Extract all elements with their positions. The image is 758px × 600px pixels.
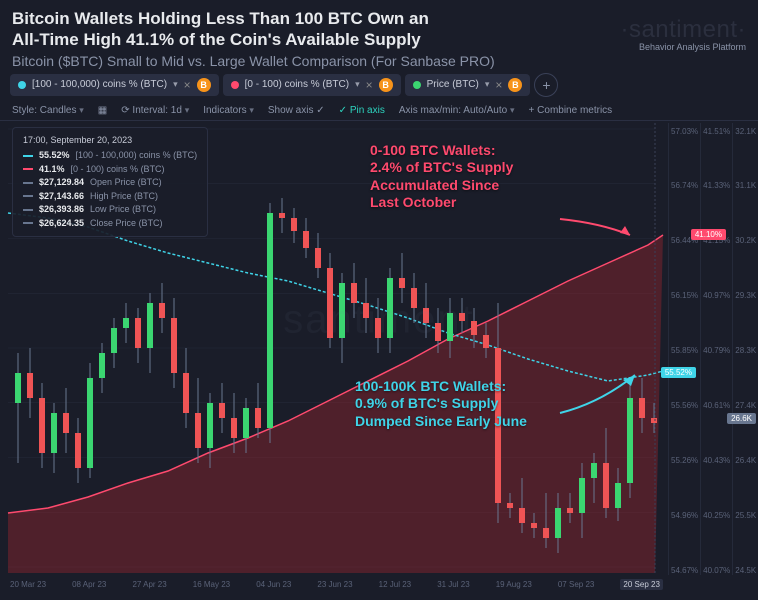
x-axis-label: 07 Sep 23 (558, 580, 594, 589)
chip-color-dot (231, 81, 239, 89)
x-axis: 20 Mar 23 08 Apr 23 27 Apr 23 16 May 23 04 J… (10, 577, 663, 593)
x-axis-label: 16 May 23 (193, 580, 230, 589)
tooltip-row: $27,143.66 High Price (BTC) (23, 190, 197, 204)
combine-metrics-button[interactable]: + Combine metrics (529, 105, 613, 116)
x-axis-label: 27 Apr 23 (132, 580, 166, 589)
tooltip-row: $27,129.84 Open Price (BTC) (23, 176, 197, 190)
hover-tooltip: 17:00, September 20, 2023 55.52% [100 - … (12, 127, 208, 238)
y-axis-scales: 57.03%56.74%56.44%56.15%55.85%55.56%55.2… (668, 123, 758, 575)
x-axis-label: 20 Mar 23 (10, 580, 46, 589)
style-selector[interactable]: Style: Candles ▾ (12, 105, 84, 116)
close-icon[interactable]: × (184, 78, 191, 92)
interval-selector[interactable]: ⟳ Interval: 1d ▾ (121, 105, 189, 116)
page-subtitle: Bitcoin ($BTC) Small to Mid vs. Large Wa… (12, 53, 620, 69)
btc-badge-icon: B (508, 78, 522, 92)
x-axis-label: 12 Jul 23 (379, 580, 411, 589)
tooltip-row: $26,393.86 Low Price (BTC) (23, 203, 197, 217)
chart-toolbar: Style: Candles ▾ ▦ ⟳ Interval: 1d ▾ Indi… (0, 101, 758, 121)
metric-chips-row: [100 - 100,000) coins % (BTC) ▾ × B [0 -… (0, 69, 758, 101)
metric-chip[interactable]: [0 - 100) coins % (BTC) ▾ × B (223, 74, 401, 96)
x-axis-label: 08 Apr 23 (72, 580, 106, 589)
add-metric-button[interactable]: + (534, 73, 558, 97)
metric-chip[interactable]: Price (BTC) ▾ × B (405, 74, 531, 96)
btc-badge-icon: B (197, 78, 211, 92)
x-axis-label: 31 Jul 23 (437, 580, 469, 589)
tooltip-timestamp: 17:00, September 20, 2023 (23, 134, 197, 148)
show-axis-toggle[interactable]: Show axis ✓ (268, 105, 325, 116)
chart-container[interactable]: santiment 17:00, September 20, 2023 55.5… (0, 123, 758, 593)
metric-chip[interactable]: [100 - 100,000) coins % (BTC) ▾ × B (10, 74, 219, 96)
x-axis-label: 19 Aug 23 (496, 580, 532, 589)
pin-axis-toggle[interactable]: ✓ Pin axis (339, 105, 385, 116)
axis-price-tag: 55.52% (661, 367, 696, 378)
y-axis-column: 32.1K31.1K30.2K29.3K28.3K27.4K26.4K25.5K… (732, 123, 758, 575)
axis-minmax-selector[interactable]: Axis max/min: Auto/Auto ▾ (399, 105, 515, 116)
close-icon[interactable]: × (366, 78, 373, 92)
tooltip-row: 41.1% [0 - 100) coins % (BTC) (23, 163, 197, 177)
brand-logo: ·santiment· (620, 16, 746, 44)
chip-color-dot (18, 81, 26, 89)
x-axis-label: 20 Sep 23 (620, 579, 662, 590)
axis-price-tag: 41.10% (691, 229, 726, 240)
btc-badge-icon: B (379, 78, 393, 92)
annotation-dump: 100-100K BTC Wallets:0.9% of BTC's Suppl… (355, 378, 527, 431)
tooltip-row: $26,624.35 Close Price (BTC) (23, 217, 197, 231)
y-axis-column: 41.51%41.33%41.15%40.97%40.79%40.61%40.4… (700, 123, 732, 575)
chip-color-dot (413, 81, 421, 89)
chip-label: Price (BTC) (427, 79, 479, 90)
x-axis-label: 23 Jun 23 (317, 580, 352, 589)
chip-label: [0 - 100) coins % (BTC) (245, 79, 349, 90)
brand-block: ·santiment· Behavior Analysis Platform (620, 8, 746, 52)
grid-icon[interactable]: ▦ (98, 105, 107, 116)
close-icon[interactable]: × (495, 78, 502, 92)
brand-tagline: Behavior Analysis Platform (620, 42, 746, 52)
annotation-accumulation: 0-100 BTC Wallets:2.4% of BTC's SupplyAc… (370, 142, 513, 212)
axis-price-tag: 26.6K (727, 413, 756, 424)
x-axis-label: 04 Jun 23 (256, 580, 291, 589)
y-axis-column: 57.03%56.74%56.44%56.15%55.85%55.56%55.2… (668, 123, 700, 575)
indicators-button[interactable]: Indicators ▾ (203, 105, 254, 116)
chip-label: [100 - 100,000) coins % (BTC) (32, 79, 167, 90)
tooltip-row: 55.52% [100 - 100,000) coins % (BTC) (23, 149, 197, 163)
page-title: Bitcoin Wallets Holding Less Than 100 BT… (12, 8, 620, 51)
